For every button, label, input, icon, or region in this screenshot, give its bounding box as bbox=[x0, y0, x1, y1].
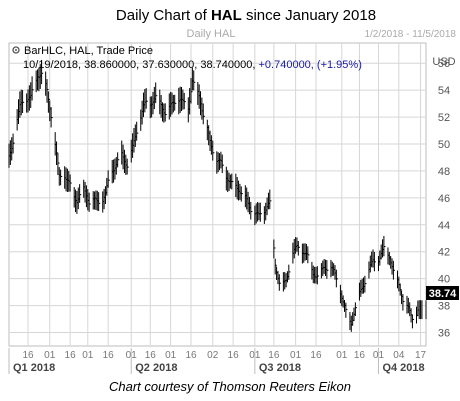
legend-line-1: BarHLC, HAL, Trade Price bbox=[24, 45, 153, 57]
x-tick-label: 16 bbox=[103, 350, 115, 361]
x-tick-label: 02 bbox=[207, 350, 219, 361]
x-tick-label: 16 bbox=[65, 350, 77, 361]
header-left: Daily HAL bbox=[187, 28, 236, 40]
quarter-label: Q3 2018 bbox=[259, 362, 301, 374]
y-tick-label: 54 bbox=[438, 85, 450, 97]
legend-values: 10/19/2018, 38.860000, 37.630000, 38.740… bbox=[23, 59, 259, 71]
title-prefix: Daily Chart of bbox=[116, 7, 211, 24]
x-tick-label: 16 bbox=[268, 350, 280, 361]
x-tick-label: 01 bbox=[290, 350, 302, 361]
x-tick-label: 16 bbox=[228, 350, 240, 361]
chart-footer: Chart courtesy of Thomson Reuters Eikon bbox=[109, 379, 351, 394]
x-tick-label: 16 bbox=[145, 350, 157, 361]
y-tick-label: 42 bbox=[438, 247, 450, 259]
y-tick-label: 56 bbox=[438, 58, 450, 70]
quarter-label: Q4 2018 bbox=[382, 362, 424, 374]
y-tick-label: 44 bbox=[438, 220, 450, 232]
y-tick-label: 38 bbox=[438, 301, 450, 313]
legend-change: +0.740000, (+1.95%) bbox=[259, 59, 362, 71]
plot-frame bbox=[8, 42, 427, 347]
last-price-badge: 38.74 bbox=[426, 286, 459, 300]
settings-icon[interactable] bbox=[12, 46, 20, 54]
x-tick-label: 01 bbox=[165, 350, 177, 361]
legend-line-2: 10/19/2018, 38.860000, 37.630000, 38.740… bbox=[23, 59, 362, 71]
x-tick-label: 17 bbox=[415, 350, 427, 361]
x-tick-label: 01 bbox=[82, 350, 94, 361]
y-tick-label: 46 bbox=[438, 193, 450, 205]
quarter-labels: Q1 2018 Q2 2018 Q3 2018 Q4 2018 bbox=[8, 348, 425, 374]
x-tick-label: 16 bbox=[310, 350, 322, 361]
x-tick-label: 01 bbox=[336, 350, 348, 361]
y-tick-label: 40 bbox=[438, 274, 450, 286]
y-tick-label: 50 bbox=[438, 139, 450, 151]
x-tick-label: 16 bbox=[22, 350, 34, 361]
y-tick-label: 52 bbox=[438, 112, 450, 124]
price-bars bbox=[8, 59, 427, 332]
x-axis-labels: 16 01 16 01 16 01 16 01 16 02 16 01 16 01 16 01 16 01 04 17 bbox=[22, 350, 426, 361]
title-ticker: HAL bbox=[211, 7, 242, 24]
y-axis-labels: 56 54 52 50 48 46 44 42 40 38 36 bbox=[438, 58, 450, 339]
title-suffix: since January 2018 bbox=[242, 7, 376, 24]
header-right: 1/2/2018 - 11/5/2018 bbox=[364, 29, 456, 40]
y-tick-label: 36 bbox=[438, 328, 450, 340]
quarter-label: Q2 2018 bbox=[135, 362, 177, 374]
chart-title: Daily Chart of HAL since January 2018 bbox=[116, 7, 376, 24]
x-tick-label: 16 bbox=[354, 350, 366, 361]
currency-label: USD bbox=[432, 56, 455, 68]
x-tick-label: 16 bbox=[185, 350, 197, 361]
x-tick-label: 01 bbox=[44, 350, 56, 361]
quarter-label: Q1 2018 bbox=[13, 362, 55, 374]
y-tick-label: 48 bbox=[438, 166, 450, 178]
last-price-label: 38.74 bbox=[429, 288, 457, 300]
x-tick-label: 04 bbox=[393, 350, 405, 361]
